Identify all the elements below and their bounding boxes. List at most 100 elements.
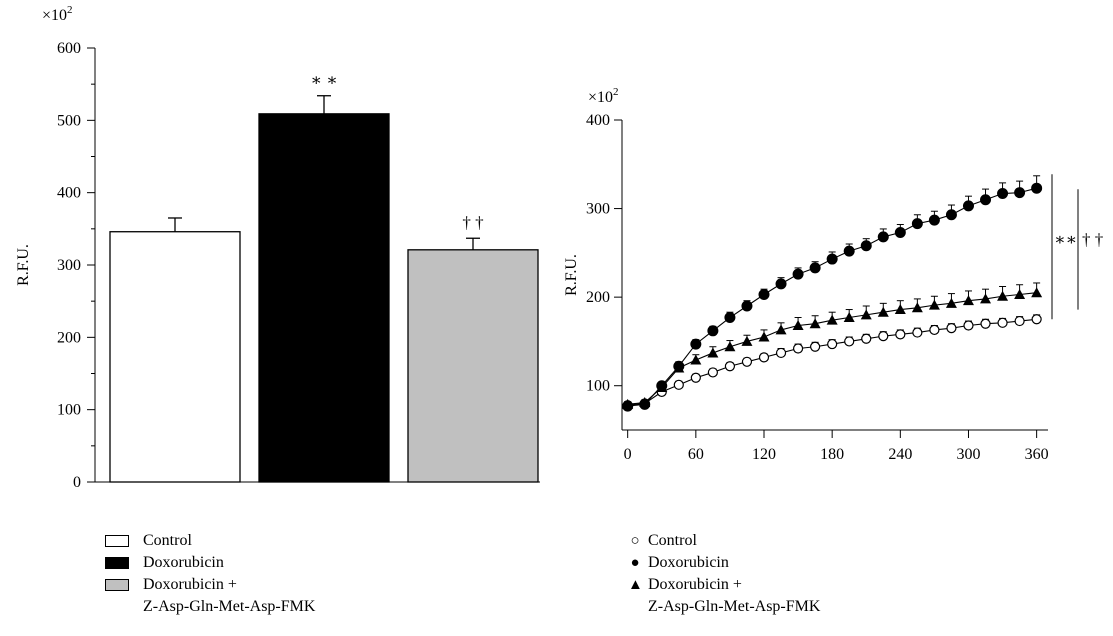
data-point bbox=[741, 300, 753, 312]
series-filled-circle bbox=[622, 175, 1043, 412]
data-point bbox=[673, 362, 685, 373]
data-point bbox=[911, 302, 923, 313]
legend-item-control: Control bbox=[105, 530, 315, 552]
data-point bbox=[741, 335, 753, 346]
legend-label: Doxorubicin + bbox=[648, 576, 742, 593]
series-line bbox=[627, 187, 1037, 407]
data-point bbox=[894, 304, 906, 315]
data-point bbox=[826, 253, 838, 265]
data-point bbox=[673, 379, 684, 390]
y-axis-multiplier: ×102 bbox=[588, 86, 619, 106]
filled-triangle-icon: ▲ bbox=[628, 577, 643, 593]
legend-label: Control bbox=[648, 532, 697, 549]
bar-chart-legend: Control Doxorubicin Doxorubicin + Z-Asp-… bbox=[105, 530, 315, 618]
data-point bbox=[724, 341, 736, 352]
legend-label: Doxorubicin bbox=[648, 554, 729, 571]
line-chart: 100 200 300 400 0 60 120 180 240 300 360 R.F.U. ×102… bbox=[563, 86, 1103, 463]
data-point bbox=[928, 214, 940, 226]
legend-label: Doxorubicin + bbox=[143, 576, 237, 593]
y-tick-label: 400 bbox=[586, 112, 610, 129]
data-point bbox=[639, 397, 651, 408]
y-axis-label: R.F.U. bbox=[15, 244, 32, 286]
y-tick-label: 600 bbox=[57, 40, 81, 57]
data-point bbox=[945, 297, 957, 308]
data-point bbox=[911, 218, 923, 230]
series-line bbox=[627, 318, 1037, 406]
data-point bbox=[1031, 182, 1043, 194]
data-point bbox=[962, 295, 974, 306]
data-point bbox=[997, 290, 1009, 301]
data-point bbox=[946, 323, 957, 334]
line-chart-legend: ○ Control ● Doxorubicin ▲ Doxorubicin + … bbox=[628, 530, 820, 618]
data-point bbox=[997, 188, 1009, 200]
data-point bbox=[878, 331, 889, 342]
y-tick-label: 200 bbox=[586, 289, 610, 306]
data-point bbox=[860, 309, 872, 320]
data-point bbox=[962, 200, 974, 212]
y-tick-label: 400 bbox=[57, 185, 81, 202]
data-point bbox=[707, 347, 719, 358]
data-point bbox=[861, 333, 872, 344]
y-tick-label: 200 bbox=[57, 329, 81, 346]
series-filled-triangle bbox=[622, 282, 1043, 409]
data-point bbox=[809, 262, 821, 274]
data-point bbox=[1031, 287, 1043, 298]
data-point bbox=[929, 324, 940, 336]
bar bbox=[109, 231, 241, 483]
data-point bbox=[741, 356, 753, 367]
x-tick-label: 300 bbox=[956, 446, 980, 463]
legend-swatch-white bbox=[105, 535, 129, 547]
x-tick-label: 0 bbox=[624, 446, 632, 463]
y-tick-label: 300 bbox=[57, 257, 81, 274]
y-tick-label: 300 bbox=[586, 201, 610, 218]
significance-mark: ∗∗ bbox=[1054, 230, 1077, 249]
data-point bbox=[656, 381, 668, 392]
data-point bbox=[895, 329, 906, 340]
y-tick-label: 500 bbox=[57, 112, 81, 129]
legend-label: Doxorubicin bbox=[143, 554, 224, 571]
y-axis-multiplier: ×102 bbox=[42, 4, 73, 24]
data-point bbox=[792, 343, 804, 354]
data-point bbox=[877, 306, 889, 317]
legend-item-doxorubicin: ● Doxorubicin bbox=[628, 552, 820, 574]
data-point bbox=[810, 341, 821, 352]
data-point bbox=[843, 312, 855, 323]
data-point bbox=[928, 299, 940, 310]
data-point bbox=[963, 320, 974, 331]
legend-swatch-gray bbox=[105, 579, 129, 591]
x-tick-label: 60 bbox=[688, 446, 704, 463]
open-circle-icon: ○ bbox=[630, 533, 640, 549]
legend-item-continuation: Z-Asp-Gln-Met-Asp-FMK bbox=[628, 596, 820, 618]
legend-item-doxorubicin: Doxorubicin bbox=[105, 552, 315, 574]
x-tick-label: 240 bbox=[888, 446, 912, 463]
data-point bbox=[724, 361, 736, 372]
data-point bbox=[758, 352, 770, 363]
data-point bbox=[826, 314, 838, 325]
bar bbox=[407, 249, 539, 483]
data-point bbox=[945, 209, 957, 221]
legend-label: Z-Asp-Gln-Met-Asp-FMK bbox=[648, 598, 821, 615]
data-point bbox=[980, 194, 992, 206]
data-point bbox=[894, 226, 906, 238]
significance-mark: ∗ ∗ bbox=[310, 71, 337, 90]
data-point bbox=[775, 347, 787, 359]
data-point bbox=[724, 312, 736, 324]
bar-chart: 0 100 200 300 400 500 600 R.F.U. ×102 ∗ ∗ † † bbox=[15, 4, 540, 491]
data-point bbox=[1031, 314, 1042, 325]
x-tick-label: 120 bbox=[752, 446, 776, 463]
data-point bbox=[980, 318, 991, 329]
y-tick-label: 0 bbox=[73, 474, 81, 491]
data-point bbox=[690, 354, 702, 365]
data-point bbox=[877, 231, 889, 243]
data-point bbox=[690, 338, 702, 350]
legend-swatch-black bbox=[105, 557, 129, 569]
bar bbox=[258, 113, 390, 483]
data-point bbox=[707, 367, 718, 378]
data-point bbox=[980, 293, 992, 304]
legend-item-continuation: Z-Asp-Gln-Met-Asp-FMK bbox=[105, 596, 315, 618]
data-point bbox=[690, 372, 701, 383]
y-axis-label: R.F.U. bbox=[563, 254, 580, 296]
y-tick-label: 100 bbox=[57, 402, 81, 419]
legend-label: Control bbox=[143, 532, 192, 549]
filled-circle-icon: ● bbox=[630, 555, 640, 571]
